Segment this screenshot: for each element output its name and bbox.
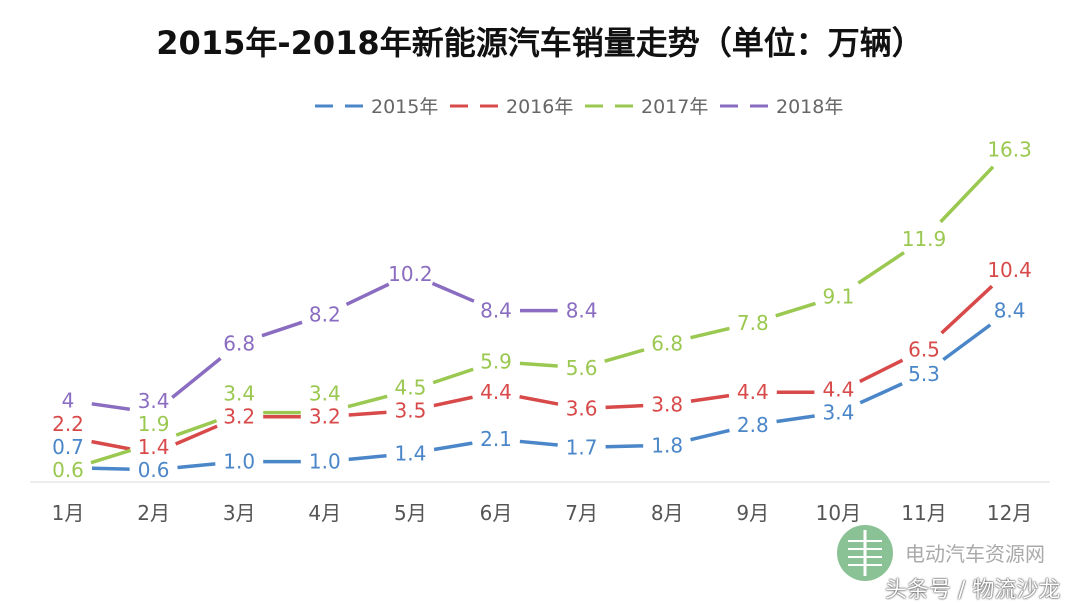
series-line-segment	[690, 393, 730, 403]
data-label: 2.8	[737, 413, 769, 437]
legend-label: 2017年	[641, 96, 708, 118]
series-line-segment	[433, 441, 473, 452]
series-line-segment	[261, 320, 303, 338]
series-line-segment	[91, 439, 131, 451]
data-label: 1.7	[566, 435, 598, 459]
x-tick-label: 5月	[394, 501, 427, 525]
series-line-segment	[857, 251, 906, 285]
series-line-segment	[519, 395, 559, 406]
series-line-segment	[690, 326, 730, 340]
series-line-segment	[348, 453, 387, 462]
data-label: 10.4	[987, 258, 1032, 282]
x-tick-label: 12月	[987, 501, 1032, 525]
series-line-segment	[776, 414, 815, 424]
legend-label: 2018年	[776, 96, 843, 118]
series-line-segment	[347, 394, 388, 409]
data-label: 1.8	[651, 433, 683, 457]
x-tick-label: 9月	[736, 501, 769, 525]
data-label: 8.4	[566, 299, 598, 323]
data-label: 3.5	[394, 399, 426, 423]
data-label: 4.4	[822, 378, 854, 402]
legend-label: 2016年	[506, 96, 573, 118]
x-tick-label: 7月	[565, 501, 598, 525]
series-line-segment	[91, 466, 130, 471]
data-label: 11.9	[902, 227, 947, 251]
series-line-segment	[775, 301, 816, 318]
data-label: 1.4	[394, 441, 426, 465]
data-label: 3.4	[138, 389, 170, 413]
watermark-logo-icon	[837, 525, 893, 581]
series-line-segment	[345, 282, 390, 306]
data-label: 5.9	[480, 350, 512, 374]
x-tick-label: 6月	[480, 501, 513, 525]
data-label: 7.8	[737, 311, 769, 335]
data-label: 8.4	[480, 299, 512, 323]
data-label: 6.8	[223, 331, 255, 355]
series-line-segment	[519, 361, 558, 368]
data-label: 3.2	[223, 405, 255, 429]
chart-title: 2015年-2018年新能源汽车销量走势（单位：万辆）	[156, 24, 924, 62]
data-label: 0.6	[138, 458, 170, 482]
series-line-segment	[432, 367, 474, 385]
x-tick-label: 4月	[308, 501, 341, 525]
series-line-segment	[175, 419, 218, 437]
data-label: 0.6	[52, 458, 84, 482]
watermark-site: 电动汽车资源网	[905, 542, 1045, 566]
series-line-segment	[690, 428, 730, 442]
x-tick-label: 10月	[816, 501, 861, 525]
legend-label: 2015年	[371, 96, 438, 118]
data-label: 6.8	[651, 331, 683, 355]
series-line-segment	[90, 448, 132, 465]
data-label: 3.6	[566, 397, 598, 421]
x-tick-label: 8月	[651, 501, 684, 525]
data-label: 1.0	[309, 450, 341, 474]
x-tick-label: 11月	[901, 501, 946, 525]
series-line-segment	[605, 444, 644, 449]
x-tick-label: 3月	[223, 501, 256, 525]
data-label: 5.6	[566, 356, 598, 380]
data-label: 1.4	[138, 435, 170, 459]
data-label: 3.4	[223, 382, 255, 406]
series-line-segment	[177, 462, 216, 470]
data-label: 4.5	[394, 376, 426, 400]
series-line-segment	[940, 284, 994, 335]
series-line-segment	[433, 395, 473, 408]
x-tick-label: 2月	[137, 501, 170, 525]
data-label: 4.4	[737, 380, 769, 404]
data-label: 9.1	[822, 284, 854, 308]
series-line-segment	[939, 165, 995, 224]
data-label: 8.4	[994, 299, 1026, 323]
data-label: 3.2	[309, 405, 341, 429]
series-line-segment	[859, 382, 903, 405]
data-label: 1.9	[138, 412, 170, 436]
data-label: 8.2	[309, 303, 341, 327]
data-label: 10.2	[388, 262, 433, 286]
data-label: 6.5	[908, 337, 940, 361]
series-line-segment	[431, 281, 475, 303]
series-line-segment	[942, 323, 992, 362]
series-line-segment	[348, 410, 387, 417]
series-line-segment	[91, 402, 131, 411]
series-line-segment	[859, 358, 904, 384]
data-label: 0.7	[52, 435, 84, 459]
data-label: 5.3	[908, 362, 940, 386]
data-label: 1.0	[223, 450, 255, 474]
watermark-author: 头条号 / 物流沙龙	[885, 578, 1061, 603]
series-line-segment	[604, 348, 645, 363]
data-label: 4.4	[480, 380, 512, 404]
data-label: 3.4	[822, 401, 854, 425]
series-line-segment	[174, 424, 218, 446]
data-label: 16.3	[987, 137, 1032, 161]
series-line-segment	[171, 357, 222, 399]
series-line-segment	[519, 439, 558, 447]
data-label: 3.4	[309, 382, 341, 406]
data-label: 4	[62, 388, 75, 412]
data-label: 2.2	[52, 412, 84, 436]
data-label: 2.1	[480, 427, 512, 451]
x-tick-label: 1月	[52, 501, 85, 525]
data-label: 3.8	[651, 392, 683, 416]
series-line-segment	[605, 403, 644, 410]
